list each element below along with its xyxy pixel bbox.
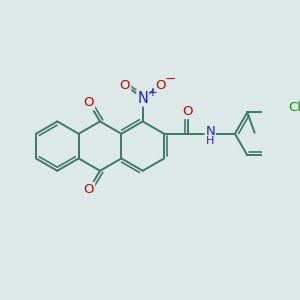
Text: O: O	[84, 183, 94, 196]
Text: N: N	[206, 125, 215, 139]
Text: N: N	[137, 91, 148, 106]
Text: O: O	[155, 79, 166, 92]
Text: Cl: Cl	[289, 101, 300, 114]
Text: +: +	[147, 86, 157, 99]
Text: H: H	[206, 136, 214, 146]
Text: O: O	[120, 79, 130, 92]
Text: O: O	[182, 105, 193, 118]
Text: O: O	[84, 96, 94, 110]
Text: −: −	[164, 73, 175, 86]
